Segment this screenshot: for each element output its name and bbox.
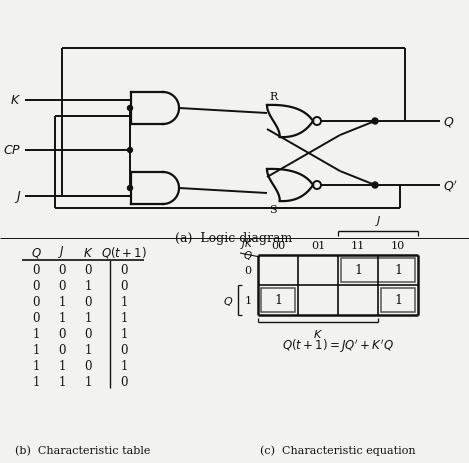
Circle shape xyxy=(128,106,133,111)
Text: 0: 0 xyxy=(120,344,128,357)
Text: (b)  Characteristic table: (b) Characteristic table xyxy=(15,445,151,455)
Text: 10: 10 xyxy=(391,240,405,250)
Text: 1: 1 xyxy=(84,312,91,325)
Text: $K$: $K$ xyxy=(10,94,21,107)
Text: 11: 11 xyxy=(351,240,365,250)
Text: 0: 0 xyxy=(32,296,40,309)
Text: 1: 1 xyxy=(84,344,91,357)
Text: $JK$: $JK$ xyxy=(240,237,254,250)
Bar xyxy=(261,288,295,313)
Text: 1: 1 xyxy=(394,264,402,277)
Text: 1: 1 xyxy=(32,328,40,341)
Text: S: S xyxy=(269,205,277,214)
Circle shape xyxy=(128,148,133,153)
Text: 1: 1 xyxy=(58,360,66,373)
Text: $J$: $J$ xyxy=(59,244,66,259)
Text: R: R xyxy=(269,92,277,102)
Text: 01: 01 xyxy=(311,240,325,250)
Text: 0: 0 xyxy=(58,264,66,277)
Text: 0: 0 xyxy=(32,280,40,293)
Text: 0: 0 xyxy=(244,265,251,275)
Text: $Q(t+1) = JQ' + K'Q$: $Q(t+1) = JQ' + K'Q$ xyxy=(282,337,394,355)
Bar xyxy=(341,258,415,282)
Text: $K$: $K$ xyxy=(313,327,323,339)
Text: $CP$: $CP$ xyxy=(3,144,21,157)
Text: $Q$: $Q$ xyxy=(30,245,41,259)
Circle shape xyxy=(372,182,378,188)
Text: 00: 00 xyxy=(271,240,285,250)
Text: $Q'$: $Q'$ xyxy=(443,178,458,194)
Text: 0: 0 xyxy=(32,264,40,277)
Text: 1: 1 xyxy=(121,296,128,309)
Text: 0: 0 xyxy=(120,264,128,277)
Text: 1: 1 xyxy=(274,294,282,307)
Text: 1: 1 xyxy=(84,375,91,388)
Text: 1: 1 xyxy=(394,294,402,307)
Circle shape xyxy=(372,119,378,125)
Text: 1: 1 xyxy=(58,312,66,325)
Bar xyxy=(381,288,415,313)
Text: 0: 0 xyxy=(58,344,66,357)
Text: 0: 0 xyxy=(58,280,66,293)
Text: $Q(t+1)$: $Q(t+1)$ xyxy=(101,244,147,259)
Text: 1: 1 xyxy=(58,296,66,309)
Text: 0: 0 xyxy=(120,375,128,388)
Text: (a)  Logic diagram: (a) Logic diagram xyxy=(175,232,293,244)
Text: 1: 1 xyxy=(84,280,91,293)
Text: 0: 0 xyxy=(120,280,128,293)
Text: 1: 1 xyxy=(121,328,128,341)
Circle shape xyxy=(128,186,133,191)
Text: (c)  Characteristic equation: (c) Characteristic equation xyxy=(260,444,416,455)
Text: 1: 1 xyxy=(354,264,362,277)
Text: 1: 1 xyxy=(32,375,40,388)
Text: $K$: $K$ xyxy=(83,246,93,259)
Text: 1: 1 xyxy=(121,360,128,373)
Text: 0: 0 xyxy=(84,296,92,309)
Text: 1: 1 xyxy=(121,312,128,325)
Text: 1: 1 xyxy=(244,295,251,305)
Text: 0: 0 xyxy=(84,360,92,373)
Text: $J$: $J$ xyxy=(14,188,21,205)
Text: $J$: $J$ xyxy=(375,213,381,227)
Text: 0: 0 xyxy=(32,312,40,325)
Text: 1: 1 xyxy=(32,344,40,357)
Text: 1: 1 xyxy=(32,360,40,373)
Text: 0: 0 xyxy=(58,328,66,341)
Text: 0: 0 xyxy=(84,328,92,341)
Text: $Q$: $Q$ xyxy=(443,115,454,129)
Text: 1: 1 xyxy=(58,375,66,388)
Text: $Q$: $Q$ xyxy=(243,249,253,262)
Text: 0: 0 xyxy=(84,264,92,277)
Text: $Q$: $Q$ xyxy=(223,294,233,307)
